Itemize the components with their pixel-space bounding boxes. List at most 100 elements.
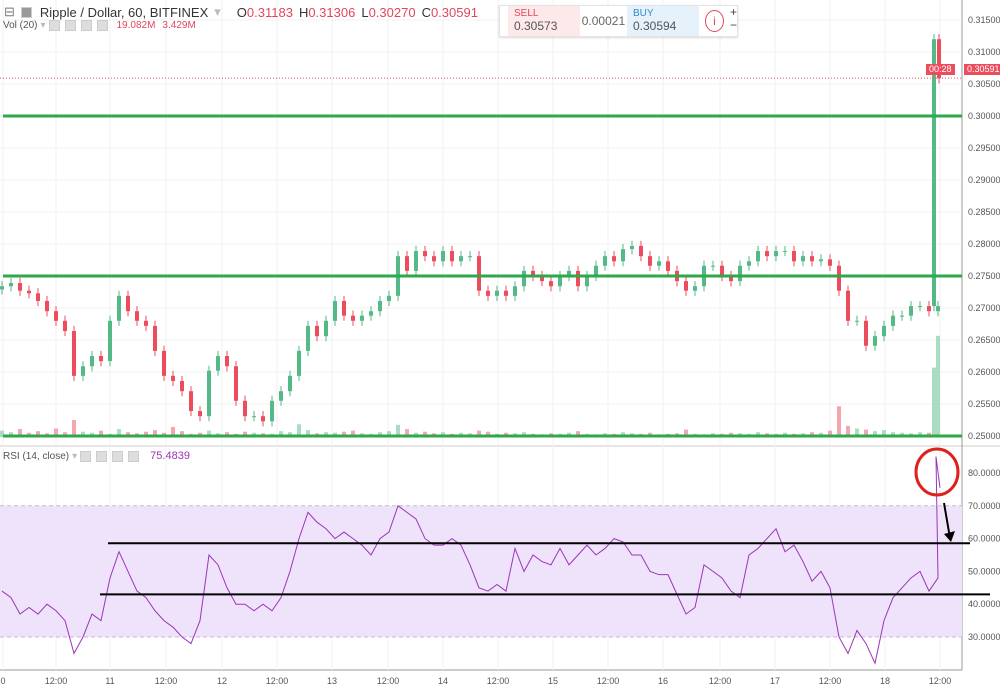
price-tick-label: 0.28500 — [968, 207, 1000, 217]
time-tick-label: 12:00 — [45, 676, 68, 686]
rsi-tick-label: 80.0000 — [968, 468, 1000, 478]
candle — [630, 240, 634, 255]
close-icon[interactable] — [128, 450, 140, 462]
candle — [360, 310, 364, 326]
candle — [531, 265, 535, 282]
dropdown-icon[interactable]: ▾ — [214, 4, 221, 19]
candle — [747, 256, 751, 271]
candle-body — [576, 270, 580, 287]
volume-bar — [72, 420, 76, 437]
candle-body — [45, 300, 49, 312]
low-value: 0.30270 — [368, 4, 416, 20]
trading-panel: SELL 0.30573 0.00021 BUY 0.30594 i + − — [499, 5, 738, 37]
candle-body — [108, 320, 112, 362]
plus-button[interactable]: + — [729, 5, 737, 19]
volume-title[interactable]: Vol (20) — [3, 20, 38, 31]
volume-bar — [144, 431, 148, 437]
buy-button[interactable]: BUY 0.30594 — [626, 6, 699, 36]
volume-bar — [873, 431, 877, 437]
candle-body — [810, 256, 814, 262]
candle — [405, 251, 409, 276]
volume-bar — [882, 430, 886, 437]
candle — [144, 315, 148, 332]
minus-button[interactable]: − — [729, 18, 737, 32]
candle-body — [756, 251, 760, 262]
close-icon[interactable] — [96, 20, 108, 31]
rsi-line — [1, 456, 941, 665]
candle — [270, 395, 274, 427]
volume-bar — [0, 430, 4, 437]
rsi-band — [0, 505, 962, 637]
candle-body — [846, 290, 850, 321]
rsi-tick-label: 30.0000 — [968, 632, 1000, 642]
candle-body — [63, 320, 67, 332]
settings-icon[interactable] — [96, 450, 108, 462]
volume-bar — [423, 431, 427, 437]
volume-bar — [864, 429, 868, 437]
candle — [468, 251, 472, 262]
candle — [621, 244, 625, 267]
dropdown-icon[interactable]: ▾ — [40, 20, 46, 31]
volume-value: 19.082M — [116, 20, 156, 31]
candle-body — [693, 286, 697, 291]
candle — [918, 300, 922, 312]
annotation-circle — [914, 447, 960, 497]
candle — [549, 276, 553, 292]
candle — [126, 290, 130, 317]
settings-icon[interactable] — [64, 20, 76, 31]
add-icon[interactable] — [80, 20, 92, 31]
price-tick-label: 0.31000 — [968, 47, 1000, 57]
candle-body — [288, 375, 292, 392]
candle — [99, 350, 103, 367]
candle — [306, 320, 310, 356]
candle-body — [729, 276, 733, 282]
candle-body — [639, 245, 643, 257]
candle-body — [144, 320, 148, 326]
candle — [513, 281, 517, 301]
price-tick-label: 0.27000 — [968, 303, 1000, 313]
candle — [189, 386, 193, 417]
volume-legend: Vol (20) ▾ 19.082M 3.429M — [3, 20, 196, 31]
candle — [693, 281, 697, 296]
collapse-icon[interactable]: ⊟ — [4, 4, 15, 19]
time-tick-label: 12:00 — [377, 676, 400, 686]
volume-bar — [932, 367, 936, 437]
candle — [819, 254, 823, 267]
eye-icon[interactable] — [80, 450, 92, 462]
candle-body — [522, 270, 526, 287]
time-tick-label: 18 — [880, 676, 890, 686]
candle — [711, 260, 715, 271]
candle — [81, 361, 85, 381]
sell-button[interactable]: SELL 0.30573 — [508, 6, 580, 36]
dropdown-icon[interactable]: ▾ — [72, 450, 78, 462]
add-icon[interactable] — [112, 450, 124, 462]
eye-icon[interactable] — [48, 20, 60, 31]
candle — [414, 245, 418, 276]
candle-body — [720, 265, 724, 276]
candle — [576, 265, 580, 292]
time-tick-label: 0 — [0, 676, 5, 686]
candle-body — [666, 261, 670, 271]
symbol-title[interactable]: Ripple / Dollar, 60, BITFINEX — [39, 4, 209, 20]
candle — [522, 265, 526, 292]
candle-body — [81, 366, 85, 376]
candle-body — [90, 356, 94, 367]
candle-body — [459, 256, 463, 262]
volume-bar — [342, 431, 346, 437]
candle-body — [306, 325, 310, 351]
candle — [198, 405, 202, 422]
close-value: 0.30591 — [430, 4, 478, 20]
candle — [234, 361, 238, 406]
candle-body — [225, 356, 229, 367]
candle-body — [189, 391, 193, 412]
rsi-title[interactable]: RSI (14, close) — [3, 450, 70, 462]
price-tick-label: 0.26000 — [968, 367, 1000, 377]
spread: 0.00021 — [581, 14, 626, 28]
candle-body — [180, 380, 184, 392]
volume-bar — [279, 431, 283, 437]
info-icon[interactable]: i — [704, 10, 724, 32]
price-tick-label: 0.29500 — [968, 143, 1000, 153]
volume-bar — [54, 428, 58, 437]
candle-body — [747, 261, 751, 266]
